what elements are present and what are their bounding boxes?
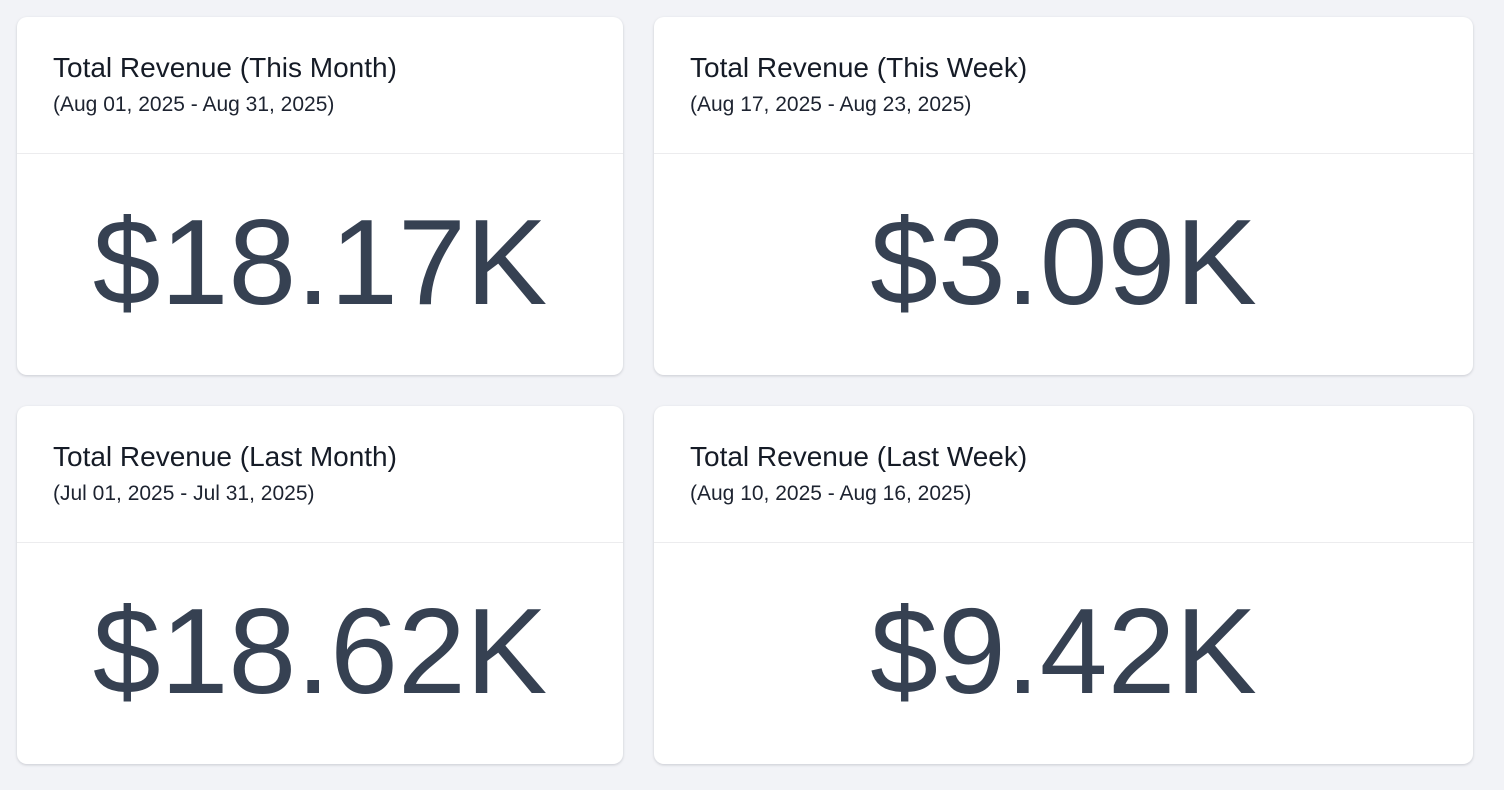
card-title: Total Revenue (Last Week) bbox=[690, 441, 1028, 472]
revenue-value: $18.62K bbox=[92, 582, 548, 719]
card-header: Total Revenue (This Month) (Aug 01, 2025… bbox=[17, 17, 623, 154]
revenue-value: $3.09K bbox=[870, 193, 1257, 330]
card-title: Total Revenue (This Week) bbox=[690, 52, 1028, 83]
card-date-range: (Jul 01, 2025 - Jul 31, 2025) bbox=[53, 482, 315, 505]
revenue-card-this-week: Total Revenue (This Week) (Aug 17, 2025 … bbox=[654, 17, 1473, 375]
card-header: Total Revenue (This Week) (Aug 17, 2025 … bbox=[654, 17, 1473, 154]
revenue-card-last-week: Total Revenue (Last Week) (Aug 10, 2025 … bbox=[654, 406, 1473, 764]
revenue-value: $18.17K bbox=[92, 193, 548, 330]
card-date-range: (Aug 17, 2025 - Aug 23, 2025) bbox=[690, 93, 972, 116]
card-date-range: (Aug 01, 2025 - Aug 31, 2025) bbox=[53, 93, 335, 116]
revenue-value: $9.42K bbox=[870, 582, 1257, 719]
card-date-range: (Aug 10, 2025 - Aug 16, 2025) bbox=[690, 482, 972, 505]
revenue-card-this-month: Total Revenue (This Month) (Aug 01, 2025… bbox=[17, 17, 623, 375]
card-header: Total Revenue (Last Week) (Aug 10, 2025 … bbox=[654, 406, 1473, 543]
card-body: $9.42K bbox=[654, 543, 1473, 764]
card-body: $3.09K bbox=[654, 154, 1473, 375]
card-title: Total Revenue (This Month) bbox=[53, 52, 397, 83]
card-body: $18.17K bbox=[17, 154, 623, 375]
card-header: Total Revenue (Last Month) (Jul 01, 2025… bbox=[17, 406, 623, 543]
card-title: Total Revenue (Last Month) bbox=[53, 441, 397, 472]
card-body: $18.62K bbox=[17, 543, 623, 764]
revenue-card-last-month: Total Revenue (Last Month) (Jul 01, 2025… bbox=[17, 406, 623, 764]
